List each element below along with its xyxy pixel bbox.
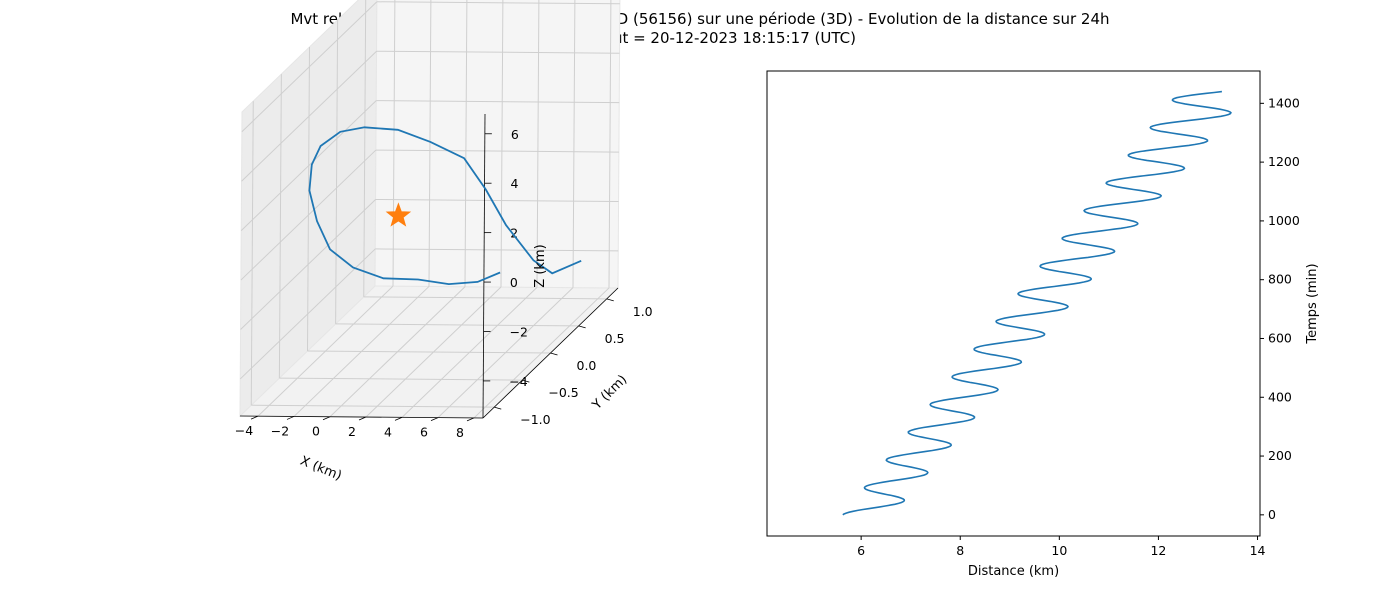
y-tick-label: 0 [1268, 507, 1276, 522]
y-ticks: 0 200 400 600 800 1000 1200 1400 [1260, 95, 1300, 522]
x-axis-line [239, 415, 484, 419]
y-tick-label: 600 [1268, 330, 1292, 345]
grid-line [241, 1, 378, 133]
z-tick-label: −2 [510, 324, 528, 339]
y-axis-label: Temps (min) [1305, 263, 1320, 344]
x-tick-label: 12 [1150, 543, 1166, 558]
star-marker [385, 202, 412, 227]
z-tick-label: 4 [511, 176, 519, 191]
chart-distance-vs-time: 6 8 10 12 14 0 200 400 600 800 1000 1200 1400 Dista… [766, 70, 1320, 579]
y-tick [550, 352, 558, 356]
x-ticks: 6 8 10 12 14 [857, 536, 1266, 558]
grid-line [392, 0, 396, 287]
grid-line [500, 0, 504, 288]
x-tick [286, 416, 295, 420]
y-tick [578, 325, 586, 329]
back-pane [374, 0, 621, 289]
grid-line [240, 199, 376, 330]
grid-line [376, 100, 620, 104]
grid-line [536, 0, 540, 288]
x-axis-label: Distance (km) [968, 564, 1059, 579]
y-tick [606, 298, 614, 302]
z-axis-line [482, 113, 486, 419]
y-tick-label: 0.0 [577, 358, 597, 373]
grid-line [335, 19, 339, 324]
grid-line [307, 46, 310, 352]
3d-data [308, 126, 582, 286]
x-tick-label: 14 [1250, 543, 1266, 558]
x-tick-label: 2 [348, 424, 356, 439]
y-tick-label: 1200 [1268, 154, 1300, 169]
x-tick-label: 8 [456, 425, 464, 440]
z-tick-label: −4 [509, 374, 527, 389]
grid-line [335, 323, 579, 327]
x-tick-label: −2 [271, 423, 289, 438]
grid-line [428, 0, 432, 287]
x-tick [358, 416, 367, 421]
x-tick-label: 6 [420, 425, 428, 440]
x-tick [322, 416, 331, 421]
y-tick-label: 200 [1268, 448, 1292, 463]
y-tick-label: −0.5 [548, 385, 578, 400]
y-axis-label: Y (km) [589, 372, 630, 413]
grid-line [278, 74, 282, 379]
y-tick [522, 379, 530, 383]
y-tick-label: 800 [1268, 272, 1292, 287]
grid-line [307, 350, 551, 354]
grid-line [376, 1, 620, 5]
x-tick [430, 417, 439, 421]
grid-line [240, 149, 377, 281]
x-tick-label: 4 [384, 424, 392, 439]
distance-series-line [842, 90, 1232, 516]
grid-line [363, 296, 607, 300]
grid-line [363, 0, 367, 297]
chart-3d-trajectory: −4 −2 0 2 4 6 8 −1.0 −0.5 0.0 0.5 1.0 −4 −2 0 2 4 6 X (km… [235, 0, 653, 484]
grid-line [608, 0, 612, 288]
y-tick [494, 406, 502, 410]
grid-line [375, 248, 619, 252]
z-tick-label: 6 [511, 127, 519, 142]
y-tick-label: 0.5 [605, 331, 625, 346]
grid-line [239, 248, 376, 380]
figure-title-line2: Date début = 20-12-2023 18:15:17 (UTC) [544, 29, 856, 47]
x-axis-label: X (km) [298, 454, 344, 484]
grid-line [375, 198, 619, 202]
x-tick [250, 415, 259, 420]
x-tick [394, 416, 403, 421]
y-tick-label: 1.0 [633, 304, 653, 319]
grid-line [250, 101, 254, 406]
grid-line [572, 0, 576, 288]
x-tick-label: 8 [956, 543, 964, 558]
grid-line [464, 0, 468, 287]
grid-line [375, 149, 619, 153]
x-tick-label: 6 [857, 543, 865, 558]
grid-line [376, 50, 620, 54]
z-tick-label: 2 [510, 226, 518, 241]
3d-axes: −4 −2 0 2 4 6 8 −1.0 −0.5 0.0 0.5 1.0 −4 −2 0 2 4 6 [235, 113, 653, 440]
x-tick [466, 417, 475, 422]
grid-line [279, 377, 523, 381]
trajectory-line [308, 126, 582, 286]
z-tick-label: 0 [510, 275, 518, 290]
y-tick-label: 1400 [1268, 95, 1300, 110]
y-tick-label: 1000 [1268, 213, 1300, 228]
x-tick-label: 0 [312, 424, 320, 439]
y-tick-label: 400 [1268, 389, 1292, 404]
3d-grid [239, 0, 620, 419]
grid-line [240, 100, 377, 231]
grid-line [251, 404, 495, 408]
y-tick-label: −1.0 [520, 412, 550, 427]
z-axis-label: Z (km) [533, 244, 548, 287]
x-tick-label: −4 [235, 423, 253, 438]
x-tick-label: 10 [1051, 543, 1067, 558]
grid-line [241, 50, 377, 182]
plot-frame [766, 70, 1261, 537]
